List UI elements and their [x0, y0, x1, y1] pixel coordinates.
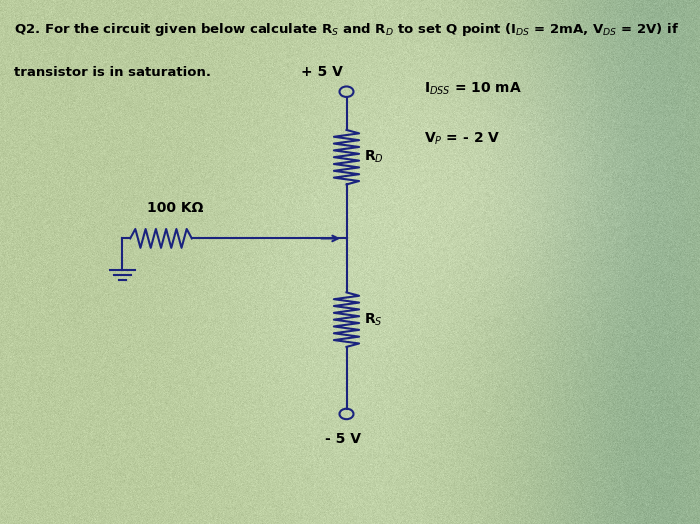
Text: - 5 V: - 5 V	[325, 432, 361, 446]
Text: R$_D$: R$_D$	[364, 149, 384, 166]
Text: V$_P$ = - 2 V: V$_P$ = - 2 V	[424, 130, 500, 147]
Text: I$_{DSS}$ = 10 mA: I$_{DSS}$ = 10 mA	[424, 81, 522, 97]
Text: R$_S$: R$_S$	[364, 311, 383, 328]
Text: 100 KΩ: 100 KΩ	[147, 201, 203, 215]
Text: transistor is in saturation.: transistor is in saturation.	[14, 66, 211, 79]
Text: + 5 V: + 5 V	[301, 64, 343, 79]
Text: Q2. For the circuit given below calculate R$_S$ and R$_D$ to set Q point (I$_{DS: Q2. For the circuit given below calculat…	[14, 21, 679, 38]
